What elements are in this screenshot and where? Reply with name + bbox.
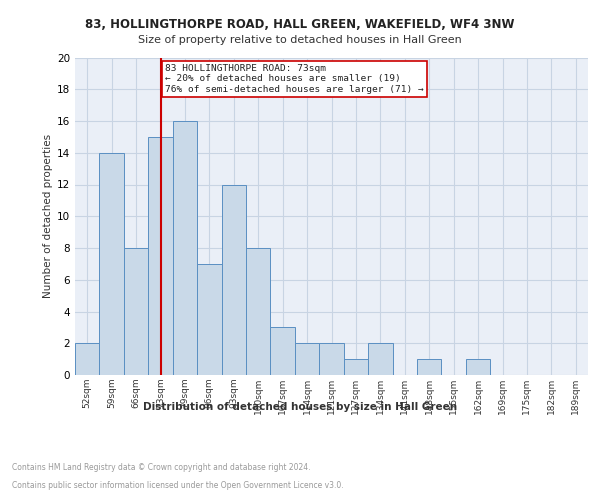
Text: Contains public sector information licensed under the Open Government Licence v3: Contains public sector information licen… <box>12 481 344 490</box>
Bar <box>319 343 344 375</box>
Bar <box>148 137 173 375</box>
Bar <box>124 248 148 375</box>
Bar <box>173 121 197 375</box>
Text: 83, HOLLINGTHORPE ROAD, HALL GREEN, WAKEFIELD, WF4 3NW: 83, HOLLINGTHORPE ROAD, HALL GREEN, WAKE… <box>85 18 515 30</box>
Bar <box>221 184 246 375</box>
Bar <box>100 153 124 375</box>
Bar <box>295 343 319 375</box>
Text: Contains HM Land Registry data © Crown copyright and database right 2024.: Contains HM Land Registry data © Crown c… <box>12 464 311 472</box>
Bar <box>197 264 221 375</box>
Text: Size of property relative to detached houses in Hall Green: Size of property relative to detached ho… <box>138 35 462 45</box>
Bar <box>344 359 368 375</box>
Y-axis label: Number of detached properties: Number of detached properties <box>43 134 53 298</box>
Text: Distribution of detached houses by size in Hall Green: Distribution of detached houses by size … <box>143 402 457 412</box>
Bar <box>417 359 442 375</box>
Bar <box>466 359 490 375</box>
Bar <box>246 248 271 375</box>
Text: 83 HOLLINGTHORPE ROAD: 73sqm
← 20% of detached houses are smaller (19)
76% of se: 83 HOLLINGTHORPE ROAD: 73sqm ← 20% of de… <box>166 64 424 94</box>
Bar <box>75 343 100 375</box>
Bar <box>271 328 295 375</box>
Bar <box>368 343 392 375</box>
